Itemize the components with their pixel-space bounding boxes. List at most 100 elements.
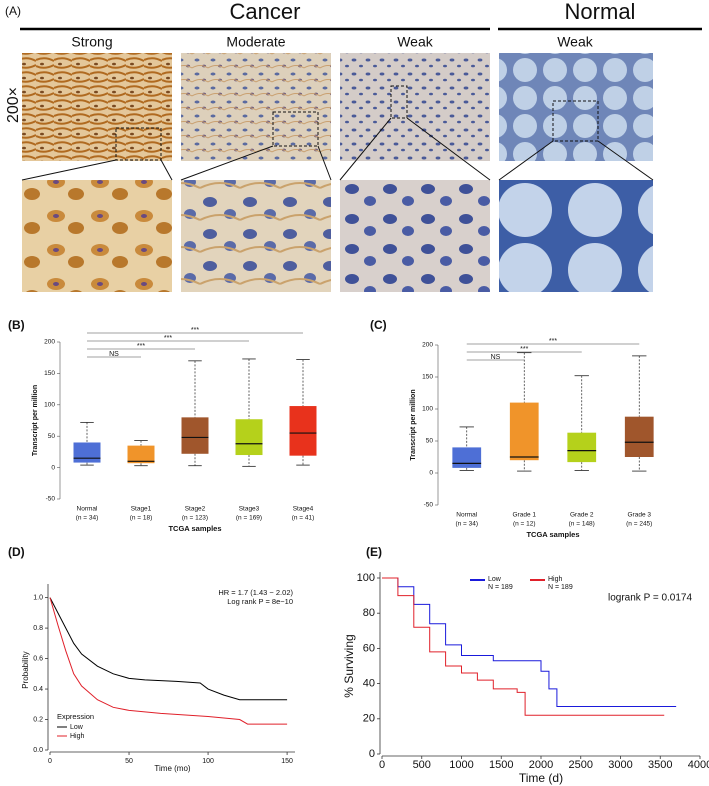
legend-label: High <box>548 576 563 583</box>
panel-label: (D) <box>8 545 25 559</box>
y-tick-label: 0 <box>51 464 55 471</box>
x-axis-title: Time (mo) <box>154 764 190 773</box>
box <box>181 417 209 454</box>
y-tick-label: 50 <box>48 433 56 440</box>
y-tick-label: 150 <box>422 374 433 381</box>
y-tick-label: 40 <box>363 678 375 690</box>
y-tick-label: 0 <box>369 748 375 760</box>
y-tick-label: 100 <box>44 402 55 409</box>
x-axis-title: Time (d) <box>519 771 563 785</box>
bracket-label: *** <box>137 343 145 350</box>
x-tick-sublabel: (n = 12) <box>513 521 536 528</box>
legend-sublabel: N = 189 <box>488 584 513 591</box>
y-tick-label: 20 <box>363 713 375 725</box>
bracket-label: *** <box>520 346 528 353</box>
x-tick-sublabel: (n = 148) <box>569 521 595 528</box>
y-tick-label: 1.0 <box>33 594 43 601</box>
x-tick-sublabel: (n = 34) <box>455 521 478 528</box>
legend-label: High <box>70 733 85 740</box>
annotation: Log rank P = 8e−10 <box>227 597 293 606</box>
x-tick-label: 1000 <box>449 759 473 771</box>
y-tick-label: 0 <box>429 470 433 477</box>
x-tick-label: 150 <box>281 758 293 765</box>
legend-label: Low <box>488 576 502 583</box>
x-tick-sublabel: (n = 34) <box>76 515 99 522</box>
y-tick-label: 0.0 <box>33 747 43 754</box>
bracket-label: NS <box>109 351 119 358</box>
box <box>567 432 597 463</box>
y-tick-label: 0.2 <box>33 716 43 723</box>
x-tick-sublabel: (n = 123) <box>182 515 208 522</box>
box <box>73 442 101 463</box>
bracket-label: NS <box>491 354 501 361</box>
box <box>235 419 263 456</box>
x-tick-label: 3000 <box>608 759 632 771</box>
micrograph-zoom <box>340 180 490 292</box>
y-tick-label: 150 <box>44 370 55 377</box>
panel-label: (A) <box>5 4 21 18</box>
y-axis-title: Transcript per million <box>410 389 417 460</box>
x-tick-label: Normal <box>77 506 99 513</box>
x-tick-label: 1500 <box>489 759 513 771</box>
y-axis-title: % Surviving <box>342 634 356 697</box>
y-tick-label: 200 <box>44 339 55 346</box>
x-axis-title: TCGA samples <box>168 524 221 533</box>
micrograph <box>499 53 653 161</box>
survival-curve <box>49 597 288 725</box>
x-tick-label: 50 <box>125 758 133 765</box>
survival-curve <box>382 577 665 716</box>
zoom-lines <box>21 117 654 181</box>
survival-curve <box>382 577 677 707</box>
x-tick-label: 0 <box>48 758 52 765</box>
zoom-boxes <box>115 85 599 161</box>
panel-label: (C) <box>370 318 387 332</box>
x-tick-sublabel: (n = 245) <box>626 521 652 528</box>
bracket-label: *** <box>164 335 172 342</box>
x-tick-label: 4000 <box>688 759 709 771</box>
x-tick-label: Stage2 <box>185 506 206 513</box>
micrograph <box>22 53 172 161</box>
x-tick-label: 100 <box>202 758 214 765</box>
column-title: Moderate <box>226 34 285 50</box>
panel-a: (A) Cancer Normal Strong Moderate Weak W… <box>5 0 702 292</box>
magnification: 200× <box>5 87 22 123</box>
x-tick-sublabel: (n = 41) <box>292 515 315 522</box>
legend-sublabel: N = 189 <box>548 584 573 591</box>
panel-label: (B) <box>8 318 25 332</box>
survival-curve <box>49 597 288 701</box>
micrograph <box>181 53 331 161</box>
x-tick-label: Grade 1 <box>513 512 537 519</box>
micrograph-zoom <box>499 180 653 292</box>
y-tick-label: 100 <box>422 406 433 413</box>
box <box>127 445 155 464</box>
y-axis-title: Transcript per million <box>32 385 39 456</box>
bracket-label: *** <box>549 338 557 345</box>
micrograph-zoom <box>181 180 331 292</box>
panel-label: (E) <box>366 545 382 559</box>
box <box>624 416 654 457</box>
x-tick-label: 3500 <box>648 759 672 771</box>
group-title: Cancer <box>230 0 301 24</box>
micrograph <box>340 53 490 161</box>
y-tick-label: 0.6 <box>33 655 43 662</box>
x-tick-label: 2000 <box>529 759 553 771</box>
y-tick-label: 60 <box>363 642 375 654</box>
micrograph-zoom <box>22 180 172 292</box>
y-tick-label: 200 <box>422 342 433 349</box>
group-title: Normal <box>565 0 636 24</box>
y-axis-title: Probability <box>21 651 30 688</box>
x-tick-label: 0 <box>379 759 385 771</box>
y-tick-label: 80 <box>363 607 375 619</box>
x-tick-label: Normal <box>456 512 478 519</box>
annotation: logrank P = 0.0174 <box>608 593 692 604</box>
y-tick-label: 0.8 <box>33 625 43 632</box>
annotation: HR = 1.7 (1.43 − 2.02) <box>218 588 293 597</box>
x-tick-sublabel: (n = 18) <box>130 515 153 522</box>
bracket-label: *** <box>191 327 199 334</box>
x-tick-label: Stage4 <box>293 506 314 513</box>
x-tick-sublabel: (n = 169) <box>236 515 262 522</box>
x-axis-title: TCGA samples <box>526 530 579 539</box>
x-tick-label: Stage3 <box>239 506 260 513</box>
y-tick-label: 0.4 <box>33 686 43 693</box>
